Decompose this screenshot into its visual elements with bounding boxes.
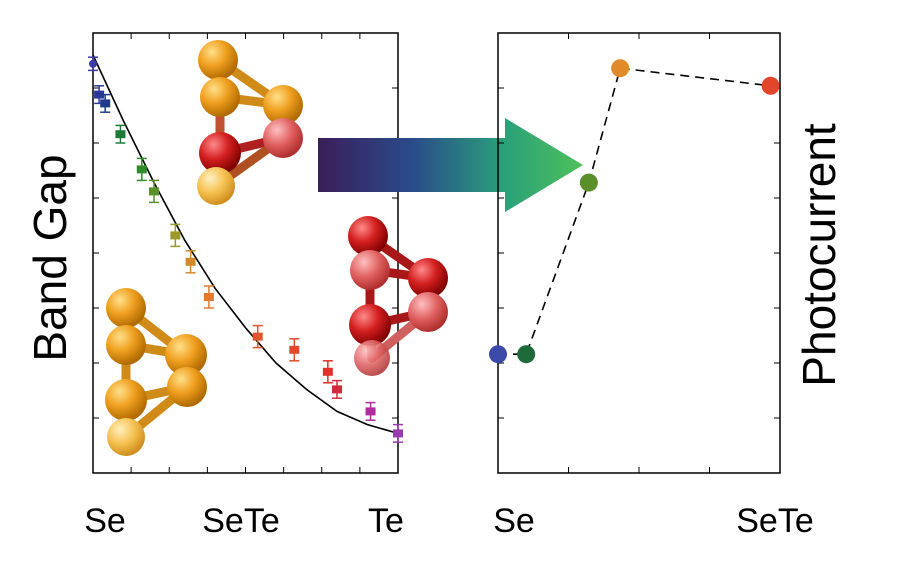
band-gap-point <box>170 223 181 248</box>
band-gap-data-points <box>88 56 403 443</box>
band-gap-point <box>252 324 263 349</box>
band-gap-point <box>322 360 333 384</box>
band-gap-marker <box>185 257 196 266</box>
band-gap-point <box>100 93 111 113</box>
band-gap-fit-line <box>92 54 399 435</box>
photocurrent-marker <box>761 76 780 95</box>
band-gap-x-tick-sete: SeTe <box>202 502 280 540</box>
band-gap-point <box>149 179 159 204</box>
band-gap-x-tick-te: Te <box>368 502 404 540</box>
band-gap-marker <box>322 367 333 376</box>
photocurrent-x-tick-se: Se <box>493 502 535 540</box>
photocurrent-dashed-line <box>498 67 771 355</box>
band-gap-point <box>393 423 403 443</box>
band-gap-y-axis-title: Band Gap <box>24 154 76 361</box>
molecule-se-gold-bottom-left <box>105 288 207 456</box>
band-gap-marker <box>89 59 97 68</box>
photocurrent-ticks <box>498 33 780 473</box>
photocurrent-connector <box>498 67 771 355</box>
band-gap-marker <box>203 293 214 301</box>
band-gap-marker <box>393 429 403 438</box>
photocurrent-marker <box>489 345 507 364</box>
band-gap-marker <box>365 407 376 416</box>
band-gap-point <box>185 250 196 274</box>
band-gap-point <box>115 124 126 144</box>
band-gap-marker <box>170 231 181 240</box>
molecule-sete-mixed-top <box>197 40 303 205</box>
photocurrent-panel: Photocurrent Se SeTe <box>489 32 845 540</box>
band-gap-marker <box>149 187 159 196</box>
photocurrent-data-points <box>489 59 780 364</box>
gradient-arrow <box>318 118 583 212</box>
band-gap-point <box>88 56 98 72</box>
band-gap-marker <box>136 165 147 174</box>
photocurrent-marker <box>517 345 536 364</box>
photocurrent-y-axis-title: Photocurrent <box>793 123 845 387</box>
band-gap-marker <box>115 130 126 139</box>
photocurrent-marker <box>611 59 630 78</box>
band-gap-point <box>203 285 214 309</box>
band-gap-marker <box>252 332 263 341</box>
band-gap-marker <box>94 90 105 99</box>
band-gap-x-tick-se: Se <box>84 502 126 540</box>
band-gap-point <box>289 338 300 362</box>
photocurrent-marker <box>579 173 598 192</box>
band-gap-point <box>365 401 376 421</box>
photocurrent-plot-frame <box>497 32 781 474</box>
band-gap-marker <box>332 385 342 394</box>
band-gap-point <box>136 157 147 182</box>
band-gap-marker <box>100 99 111 108</box>
band-gap-marker <box>289 345 300 354</box>
band-gap-point <box>332 379 342 399</box>
band-gap-fit-curve <box>92 54 399 435</box>
molecule-te-red-right <box>348 216 448 376</box>
band-gap-panel: Band Gap Se SeTe Te <box>24 32 404 540</box>
photocurrent-x-tick-sete: SeTe <box>736 502 814 540</box>
